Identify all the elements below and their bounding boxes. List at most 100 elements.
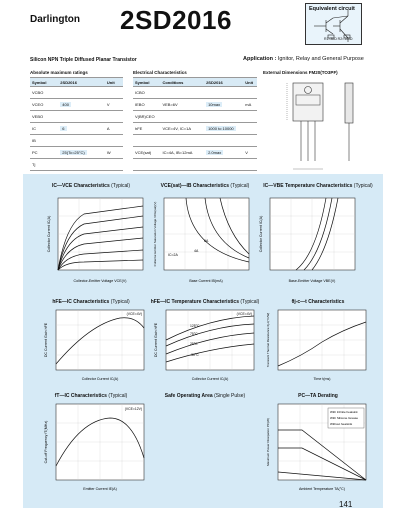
table-cell: 1000 to 10000 xyxy=(204,122,244,135)
equivalent-circuit-label: Equivalent circuit xyxy=(309,6,355,12)
table-row: VCBO xyxy=(30,86,123,99)
legend-entry: Without heatsink xyxy=(330,422,353,426)
equivalent-circuit-diagram xyxy=(314,10,351,42)
table-header-cell: Unit xyxy=(243,77,257,87)
table-row: VEBO xyxy=(30,110,123,123)
part-number-title: 2SD2016 xyxy=(120,5,232,35)
table-cell xyxy=(58,158,105,171)
abs-max-header-row: Symbol 2SD2016 Unit xyxy=(30,77,123,87)
device-subtitle: Silicon NPN Triple Diffused Planar Trans… xyxy=(30,57,137,63)
table-cell: W xyxy=(104,146,123,159)
vcesat-ib-chart: 4A 6A IC=2A Base Current IB(mA) Collecto… xyxy=(153,197,250,283)
abs-max-table: Symbol 2SD2016 Unit VCBO VCEO 400 V VEBO I… xyxy=(30,77,123,183)
table-row: IEBO VEB=6V 10max mA xyxy=(133,98,257,111)
table-cell xyxy=(160,134,205,147)
chart-title: IC—VBE Temperature Characteristics (Typi… xyxy=(263,183,373,189)
y-axis-label: DC Current Gain hFE xyxy=(154,322,158,357)
table-value: 25(Tc=25°C) xyxy=(60,150,87,155)
chart-title: θj-c—t Characteristics xyxy=(291,299,345,305)
equivalent-circuit-note: R1≈3kΩ R2≈100Ω xyxy=(324,37,353,41)
package-outline-drawing xyxy=(286,82,354,170)
table-cell xyxy=(160,158,205,171)
table-header-cell: Symbol xyxy=(133,77,161,87)
table-row: V(BR)CEO xyxy=(133,110,257,123)
condition-label: (VCE=4V) xyxy=(237,312,252,316)
elec-char-header-row: Symbol Conditions 2SD2016 Unit xyxy=(133,77,257,87)
table-row: PC 25(Tc=25°C) W xyxy=(30,146,123,159)
x-axis-label: Ambient Temperature TA(°C) xyxy=(299,487,345,491)
table-cell: 6 xyxy=(58,122,105,135)
table-cell xyxy=(204,110,244,123)
series-label: 6A xyxy=(204,239,209,243)
table-header-cell: Conditions xyxy=(160,77,205,87)
table-cell: PC xyxy=(30,146,59,159)
table-row: VCEO 400 V xyxy=(30,98,123,111)
condition-label: (VCE=12V) xyxy=(125,407,142,411)
table-cell: VEBO xyxy=(30,110,59,123)
chart-title: fT—IC Characteristics (Typical) xyxy=(54,393,128,399)
ic-vce-chart: Collector-Emitter Voltage VCE(V) Collect… xyxy=(47,197,144,283)
table-value: 10max xyxy=(206,102,223,107)
series-label: 4A xyxy=(194,249,199,253)
table-cell xyxy=(243,86,257,99)
y-axis-label: Collector Current IC(A) xyxy=(47,216,51,253)
thermal-resistance-chart: Time t(ms) Transient Thermal Resistance … xyxy=(266,309,367,381)
table-row: VCE(sat) IC=4A, IB=12mA 2.0max V xyxy=(133,146,257,159)
table-cell: IEBO xyxy=(133,98,161,111)
chart-title: hFE—IC Temperature Characteristics (Typi… xyxy=(150,299,260,305)
table-cell xyxy=(160,86,205,99)
table-cell xyxy=(243,158,257,171)
table-cell: Tj xyxy=(30,158,59,171)
chart-title: Safe Operating Area (Single Pulse) xyxy=(164,393,246,399)
legend-entry: With Silicone Grease xyxy=(330,416,358,420)
table-row xyxy=(133,134,257,147)
x-axis-label: Collector-Emitter Voltage VCE(V) xyxy=(74,279,127,283)
table-cell xyxy=(243,134,257,147)
ft-ic-chart: (VCE=12V) Emitter Current IE(A) Cut-off … xyxy=(44,403,145,491)
table-cell xyxy=(243,122,257,135)
table-cell xyxy=(160,110,205,123)
table-cell xyxy=(204,86,244,99)
x-axis-label: Collector Current IC(A) xyxy=(82,377,119,381)
table-cell xyxy=(204,134,244,147)
table-cell: VCEO xyxy=(30,98,59,111)
y-axis-label: Collector-Emitter Saturation Voltage VCE… xyxy=(153,202,157,267)
y-axis-label: Maximum Power Dissipation PC(W) xyxy=(266,418,270,466)
chart-title: hFE—IC Characteristics (Typical) xyxy=(52,299,130,305)
table-cell xyxy=(133,134,161,147)
table-cell xyxy=(204,158,244,171)
chart-title: VCE(sat)—IB Characteristics (Typical) xyxy=(160,183,250,189)
table-cell xyxy=(58,86,105,99)
application-label: Application : xyxy=(243,56,277,62)
table-cell: 25(Tc=25°C) xyxy=(58,146,105,159)
series-label: 25°C xyxy=(190,342,198,346)
table-cell xyxy=(243,110,257,123)
table-cell xyxy=(104,86,123,99)
table-cell xyxy=(133,158,161,171)
pc-ta-derating-chart: With Infinite heatsink With Silicone Gre… xyxy=(266,403,367,491)
table-cell: IC xyxy=(30,122,59,135)
y-axis-label: Transient Thermal Resistance θj-c(°C/W) xyxy=(266,313,270,368)
table-cell: VCBO xyxy=(30,86,59,99)
condition-label: (VCE=4V) xyxy=(127,312,142,316)
x-axis-label: Base-Emitter Voltage VBE(V) xyxy=(289,279,336,283)
ic-vbe-chart: Base-Emitter Voltage VBE(V) Collector Cu… xyxy=(259,197,356,283)
table-row: IC 6 A xyxy=(30,122,123,135)
x-axis-label: Time t(ms) xyxy=(313,377,330,381)
table-cell: mA xyxy=(243,98,257,111)
table-cell: V xyxy=(243,146,257,159)
y-axis-label: Cut-off Frequency fT(MHz) xyxy=(44,421,48,464)
series-label: Darlington xyxy=(30,14,80,25)
elec-char-heading: Electrical Characteristics xyxy=(133,70,187,75)
abs-max-heading: Absolute maximum ratings xyxy=(30,70,88,75)
table-cell xyxy=(104,158,123,171)
table-header-cell: Unit xyxy=(104,77,123,87)
table-cell: IB xyxy=(30,134,59,147)
legend-entry: With Infinite heatsink xyxy=(330,410,358,414)
table-cell: VCE=4V, IC=1A xyxy=(160,122,205,135)
table-row: ICBO xyxy=(133,86,257,99)
table-row: IB xyxy=(30,134,123,147)
table-cell xyxy=(58,110,105,123)
table-header-cell: 2SD2016 xyxy=(58,77,105,87)
table-header-cell: 2SD2016 xyxy=(204,77,244,87)
